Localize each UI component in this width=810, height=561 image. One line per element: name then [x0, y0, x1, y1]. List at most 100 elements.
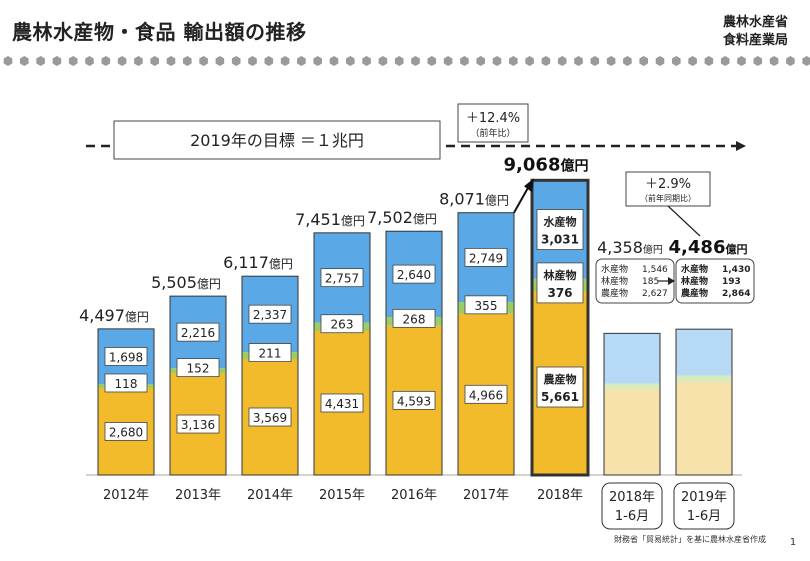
- ministry-line-1: 農林水産省: [722, 15, 788, 30]
- segment-label-forest: 355: [475, 299, 498, 313]
- highlight-name-agri: 農産物: [544, 372, 577, 386]
- breakdown-name: 農産物: [601, 287, 628, 299]
- breakdown-value: 1,430: [722, 265, 750, 275]
- bar-fish: [676, 329, 732, 376]
- segment-label-box: [104, 347, 148, 366]
- divider-dot: [704, 56, 714, 66]
- total-label: 6,117億円: [223, 253, 293, 272]
- divider-dot: [362, 56, 371, 66]
- breakdown-arrow-head: [668, 277, 675, 285]
- divider-dot: [231, 56, 241, 66]
- target-label: 2019年の目標 ＝１兆円: [190, 131, 364, 150]
- divider-dot: [215, 56, 225, 66]
- divider-dot: [525, 56, 534, 66]
- total-label: 5,505億円: [151, 273, 221, 292]
- segment-label-box: [248, 304, 292, 324]
- divider-dot: [460, 56, 469, 66]
- segment-label-forest: 268: [403, 312, 426, 326]
- divider-dot: [753, 56, 763, 66]
- highlight-name-forest: 林産物: [544, 268, 577, 282]
- bar-outline: [169, 295, 227, 476]
- segment-label-agri: 4,966: [469, 388, 503, 402]
- breakdown-value: 2,627: [642, 289, 668, 299]
- divider-dot: [52, 56, 62, 66]
- segment-label-agri: 3,569: [253, 411, 287, 425]
- total-unit: 億円: [725, 242, 747, 256]
- total-value: 4,486: [669, 237, 726, 258]
- divider-dot: [509, 56, 518, 66]
- category-box: [673, 482, 735, 530]
- divider-dot: [394, 56, 404, 66]
- target-box: [113, 120, 441, 160]
- total-label: 4,358億円: [597, 238, 663, 257]
- total-value: 9,068: [504, 154, 561, 175]
- total-label: 8,071億円: [439, 190, 509, 209]
- total-value: 5,505: [151, 273, 197, 292]
- bar-outline: [457, 212, 515, 476]
- segment-label-box: [248, 343, 292, 362]
- total-unit: 億円: [413, 212, 437, 226]
- divider-dot: [639, 56, 648, 66]
- growth-2018-value: ＋12.4%: [466, 111, 520, 126]
- bar-outline: [675, 328, 733, 476]
- category-label: 2018年: [537, 488, 583, 503]
- divider-dot: [199, 56, 208, 66]
- bar-fish: [604, 333, 660, 384]
- segment-label-box: [464, 247, 508, 267]
- bar-agri: [604, 389, 660, 475]
- category-label: 2017年: [463, 488, 509, 503]
- segment-label-box: [248, 407, 292, 427]
- bar-forest: [676, 375, 732, 382]
- segment-label-agri: 4,431: [325, 397, 359, 411]
- category-label: 1-6月: [615, 509, 649, 524]
- total-value: 6,117: [223, 253, 269, 272]
- divider-dot: [101, 56, 111, 66]
- divider-dot: [183, 56, 192, 66]
- divider-dot: [378, 56, 388, 66]
- segment-label-forest: 118: [115, 377, 138, 391]
- segment-label-fish: 2,337: [253, 308, 287, 322]
- dotted-divider: [3, 56, 810, 66]
- total-value: 4,358: [597, 238, 643, 257]
- divider-dot: [737, 56, 746, 66]
- divider-dot: [346, 56, 355, 66]
- breakdown-value: 1,546: [642, 265, 668, 275]
- divider-dot: [248, 56, 257, 66]
- divider-dot: [688, 56, 697, 66]
- divider-dot: [443, 56, 453, 66]
- breakdown-value: 2,864: [722, 289, 750, 299]
- segment-label-agri: 2,680: [109, 425, 143, 439]
- highlight-name-fish: 水産物: [544, 215, 577, 229]
- total-value: 7,451: [295, 210, 341, 229]
- total-label: 9,068億円: [504, 154, 589, 175]
- divider-dot: [36, 56, 45, 66]
- bar-outline: [603, 332, 661, 476]
- divider-dot: [134, 56, 143, 66]
- breakdown-name: 水産物: [681, 263, 708, 275]
- total-label: 4,486億円: [669, 237, 748, 258]
- segment-label-box: [176, 358, 220, 378]
- highlight-box-fish: [536, 209, 584, 250]
- highlight-box-forest: [536, 262, 584, 304]
- divider-dot: [492, 56, 502, 66]
- divider-dot: [802, 56, 810, 66]
- divider-dot: [541, 56, 551, 66]
- ministry-name: 農林水産省 食料産業局: [723, 14, 788, 50]
- bar-outline: [241, 275, 299, 476]
- segment-label-box: [392, 308, 436, 328]
- total-label: 7,502億円: [367, 208, 437, 227]
- divider-dot: [769, 56, 779, 66]
- growth-half-box: [625, 171, 711, 207]
- target-arrow-head: [736, 141, 746, 151]
- divider-dot: [655, 56, 665, 66]
- bar-outline: [385, 230, 443, 476]
- bar-agri: [676, 381, 732, 475]
- segment-label-box: [104, 373, 148, 393]
- breakdown-name: 農産物: [681, 287, 708, 299]
- total-unit: 億円: [125, 310, 149, 324]
- divider-dot: [786, 56, 795, 66]
- total-value: 8,071: [439, 190, 485, 209]
- segment-label-box: [392, 390, 436, 410]
- category-box: [601, 482, 663, 530]
